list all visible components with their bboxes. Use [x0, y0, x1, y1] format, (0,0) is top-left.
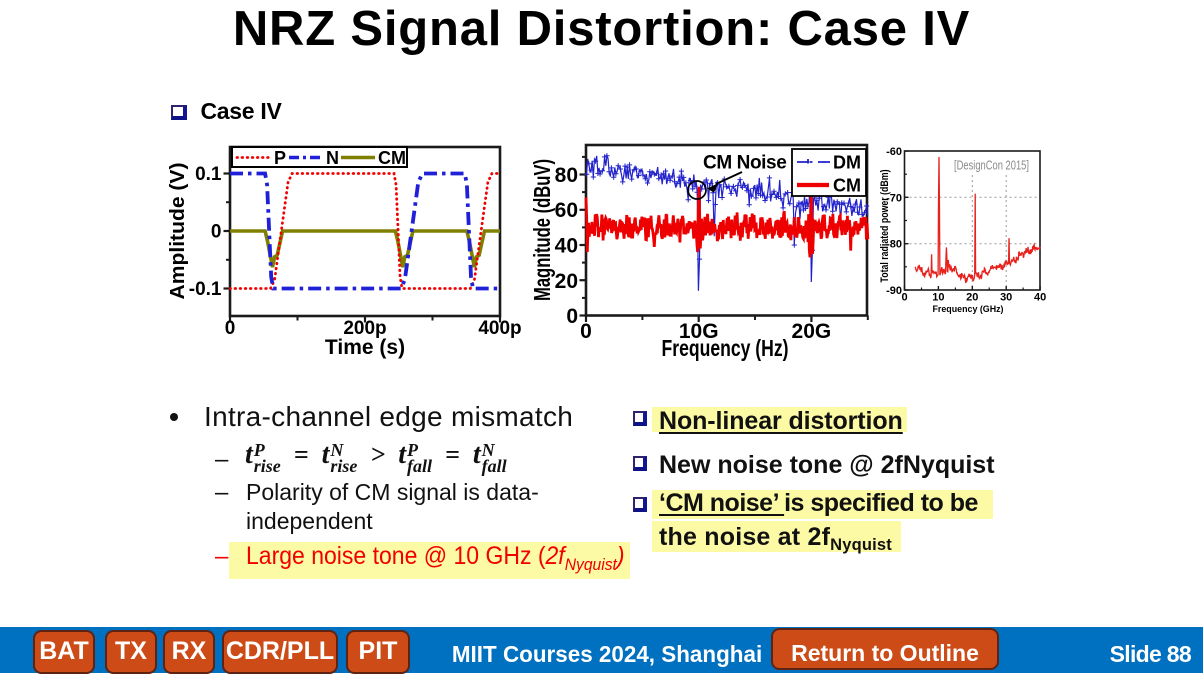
svg-text:0: 0 [901, 292, 907, 304]
svg-text:Magnitude (dBuV): Magnitude (dBuV) [529, 159, 555, 301]
svg-text:60: 60 [555, 199, 578, 222]
svg-text:N: N [326, 148, 339, 168]
svg-text:-90: -90 [886, 285, 902, 297]
svg-text:-0.1: -0.1 [189, 279, 222, 300]
svg-text:40: 40 [1034, 292, 1046, 304]
svg-text:P: P [274, 148, 286, 168]
svg-text:Frequency (GHz): Frequency (GHz) [933, 304, 1004, 315]
svg-text:[DesignCon 2015]: [DesignCon 2015] [954, 159, 1029, 173]
svg-text:0: 0 [566, 305, 578, 328]
svg-text:Amplitude (V): Amplitude (V) [167, 163, 189, 300]
svg-text:20G: 20G [792, 320, 832, 343]
svg-text:Total radiated power (dBm): Total radiated power (dBm) [879, 169, 891, 282]
svg-text:10G: 10G [679, 320, 719, 343]
svg-text:20: 20 [966, 292, 978, 304]
svg-text:200p: 200p [343, 318, 386, 339]
svg-text:Time (s): Time (s) [325, 336, 405, 359]
svg-text:80: 80 [555, 164, 578, 187]
svg-text:CM: CM [378, 148, 406, 168]
svg-text:-60: -60 [886, 146, 902, 158]
svg-text:0: 0 [211, 222, 222, 243]
svg-text:DM: DM [833, 153, 861, 173]
svg-text:30: 30 [1000, 292, 1012, 304]
svg-text:0.1: 0.1 [195, 164, 222, 185]
svg-text:20: 20 [555, 270, 578, 293]
svg-text:-70: -70 [886, 192, 902, 204]
svg-text:40: 40 [555, 235, 578, 258]
svg-text:400p: 400p [478, 318, 521, 339]
svg-text:CM Noise: CM Noise [703, 153, 786, 174]
svg-text:0: 0 [580, 320, 592, 343]
svg-text:Frequency (Hz): Frequency (Hz) [662, 335, 789, 361]
svg-text:0: 0 [225, 318, 236, 339]
svg-text:10: 10 [932, 292, 944, 304]
svg-text:-80: -80 [886, 239, 902, 251]
svg-text:CM: CM [833, 176, 861, 196]
